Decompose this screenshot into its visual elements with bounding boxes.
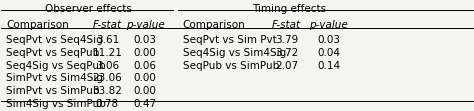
Text: p-value: p-value (126, 20, 164, 30)
Text: 33.82: 33.82 (92, 86, 122, 96)
Text: 0.04: 0.04 (318, 48, 340, 58)
Text: 23.06: 23.06 (92, 73, 122, 83)
Text: 3.06: 3.06 (96, 61, 119, 71)
Text: 11.21: 11.21 (92, 48, 122, 58)
Text: 0.00: 0.00 (134, 48, 156, 58)
Text: 3.72: 3.72 (275, 48, 298, 58)
Text: SeqPub vs SimPub: SeqPub vs SimPub (183, 61, 279, 71)
Text: F-stat: F-stat (93, 20, 122, 30)
Text: 3.79: 3.79 (275, 35, 298, 45)
Text: F-stat: F-stat (272, 20, 301, 30)
Text: 0.78: 0.78 (96, 99, 119, 109)
Text: 2.07: 2.07 (275, 61, 298, 71)
Text: Comparison: Comparison (6, 20, 69, 30)
Text: p-value: p-value (310, 20, 348, 30)
Text: 0.03: 0.03 (318, 35, 340, 45)
Text: 0.00: 0.00 (134, 86, 156, 96)
Text: 0.03: 0.03 (134, 35, 156, 45)
Text: Seq4Sig vs SeqPub: Seq4Sig vs SeqPub (6, 61, 106, 71)
Text: 3.61: 3.61 (96, 35, 119, 45)
Text: 0.00: 0.00 (134, 73, 156, 83)
Text: 0.47: 0.47 (134, 99, 157, 109)
Text: 0.14: 0.14 (317, 61, 340, 71)
Text: SeqPvt vs Sim Pvt: SeqPvt vs Sim Pvt (183, 35, 276, 45)
Text: Timing effects: Timing effects (252, 4, 326, 14)
Text: Sim4Sig vs SimPub: Sim4Sig vs SimPub (6, 99, 106, 109)
Text: Observer effects: Observer effects (45, 4, 132, 14)
Text: Comparison: Comparison (183, 20, 246, 30)
Text: SeqPvt vs Seq4Sig: SeqPvt vs Seq4Sig (6, 35, 103, 45)
Text: 0.06: 0.06 (134, 61, 156, 71)
Text: SimPvt vs SimPub: SimPvt vs SimPub (6, 86, 100, 96)
Text: SimPvt vs Sim4Sig: SimPvt vs Sim4Sig (6, 73, 103, 83)
Text: Seq4Sig vs Sim4Sig: Seq4Sig vs Sim4Sig (183, 48, 286, 58)
Text: SeqPvt vs SeqPub: SeqPvt vs SeqPub (6, 48, 100, 58)
